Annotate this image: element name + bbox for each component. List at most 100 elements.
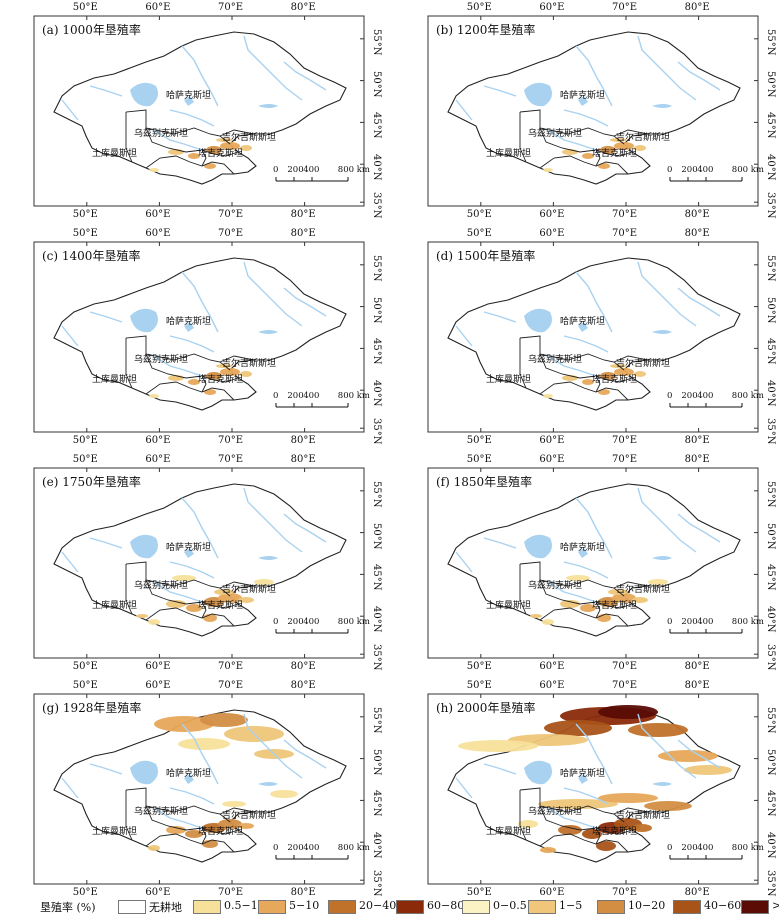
country-border — [539, 607, 629, 627]
central-asia-outline — [447, 257, 741, 411]
scale-bar — [669, 629, 743, 634]
scale-bar-label: 400 — [303, 843, 320, 853]
longitude-label: 70°E — [218, 209, 244, 220]
latitude-label: 50°N — [371, 296, 382, 324]
cropland-patch — [149, 394, 159, 398]
country-label-turkmenistan: 土库曼斯坦 — [92, 601, 138, 611]
latitude-label: 50°N — [765, 296, 776, 324]
longitude-label: 70°E — [612, 228, 638, 239]
cropland-patch — [614, 368, 634, 376]
country-label-turkmenistan: 土库曼斯坦 — [486, 149, 532, 159]
country-label-turkmenistan: 土库曼斯坦 — [92, 149, 138, 159]
latitude-label: 35°N — [371, 192, 382, 219]
country-border — [613, 355, 649, 363]
longitude-label: 50°E — [466, 228, 492, 239]
river — [547, 581, 597, 603]
cropland-patch — [240, 145, 252, 151]
map-canvas — [33, 467, 365, 659]
scale-bar-label: 0 — [273, 843, 279, 853]
longitude-label: 70°E — [218, 661, 244, 672]
cropland-patch — [222, 801, 246, 807]
river — [61, 325, 79, 347]
panel-title: (h) 2000年垦殖率 — [436, 701, 536, 715]
longitude-label: 60°E — [539, 209, 565, 220]
scale-bar-label: 400 — [697, 843, 714, 853]
longitude-label: 80°E — [684, 228, 710, 239]
river — [575, 723, 613, 785]
cropland-patch — [530, 614, 542, 618]
country-border — [125, 112, 133, 163]
river — [243, 487, 303, 553]
country-label-uzbekistan: 乌兹别克斯坦 — [134, 129, 189, 139]
river — [575, 271, 613, 333]
legend-swatch — [258, 900, 286, 914]
latitude-label: 50°N — [765, 522, 776, 550]
cropland-patch — [598, 163, 610, 169]
country-label-uzbekistan: 乌兹别克斯坦 — [528, 129, 583, 139]
cropland-patch — [154, 716, 214, 732]
scale-bar-label: 200 — [287, 391, 304, 401]
longitude-label: 80°E — [684, 209, 710, 220]
legend-label: 0.5−1 — [224, 899, 258, 912]
legend-swatch — [597, 900, 625, 914]
river — [547, 129, 597, 151]
cropland-patch — [610, 364, 626, 368]
legend-label: 40−60 — [704, 899, 742, 912]
latitude-label: 45°N — [371, 112, 382, 139]
lake — [184, 774, 194, 784]
river — [169, 109, 215, 127]
latitude-label: 50°N — [765, 70, 776, 98]
latitude-label: 50°N — [765, 748, 776, 776]
cropland-patch — [238, 823, 254, 829]
country-border — [145, 353, 239, 383]
panel-title: (g) 1928年垦殖率 — [42, 701, 142, 715]
cropland-patch — [240, 371, 252, 377]
country-border — [519, 112, 527, 163]
country-border — [145, 127, 239, 157]
cropland-patch — [214, 589, 234, 595]
scale-bar — [275, 177, 349, 182]
scale-bar-label: 800 km — [731, 391, 764, 401]
country-label-kyrgyzstan: 吉尔吉斯斯坦 — [616, 585, 671, 595]
cropland-patch — [582, 153, 594, 159]
cropland-patch — [216, 138, 232, 142]
cropland-patch — [185, 830, 203, 838]
latitude-label: 45°N — [371, 564, 382, 591]
country-label-kazakhstan: 哈萨克斯坦 — [560, 543, 606, 553]
longitude-label: 60°E — [145, 454, 171, 465]
longitude-label: 60°E — [145, 661, 171, 672]
longitude-label: 70°E — [218, 454, 244, 465]
cropland-patch — [218, 819, 242, 829]
cropland-patch — [204, 163, 216, 169]
lake — [258, 782, 278, 786]
map-canvas — [33, 15, 365, 207]
map-canvas — [427, 467, 759, 659]
longitude-label: 60°E — [145, 680, 171, 691]
country-label-kazakhstan: 哈萨克斯坦 — [560, 317, 606, 327]
cropland-patch — [543, 168, 553, 172]
river — [455, 325, 473, 347]
scale-bar-label: 0 — [667, 843, 673, 853]
river — [563, 109, 609, 127]
scale-bar-label: 400 — [697, 165, 714, 175]
latitude-label: 40°N — [765, 606, 776, 633]
country-border — [595, 375, 601, 393]
country-label-uzbekistan: 乌兹别克斯坦 — [134, 581, 189, 591]
latitude-label: 50°N — [371, 70, 382, 98]
scale-bar-label: 800 km — [731, 165, 764, 175]
longitude-label: 60°E — [145, 228, 171, 239]
cropland-patch — [598, 793, 658, 803]
legend-label: 60−80 — [427, 899, 465, 912]
river — [677, 739, 721, 769]
country-label-kyrgyzstan: 吉尔吉斯斯坦 — [222, 811, 277, 821]
lake — [652, 330, 672, 334]
country-border — [145, 805, 239, 835]
cropland-patch — [206, 372, 222, 380]
longitude-label: 80°E — [684, 454, 710, 465]
latitude-label: 35°N — [765, 418, 776, 445]
map-panel: (e) 1750年垦殖率 50°E 60°E 70°E 80°E 50°E 60°E 70°E… — [0, 452, 385, 678]
river — [563, 561, 609, 579]
river — [575, 45, 613, 107]
cropland-patch — [218, 593, 242, 603]
cropland-patch — [612, 593, 636, 603]
